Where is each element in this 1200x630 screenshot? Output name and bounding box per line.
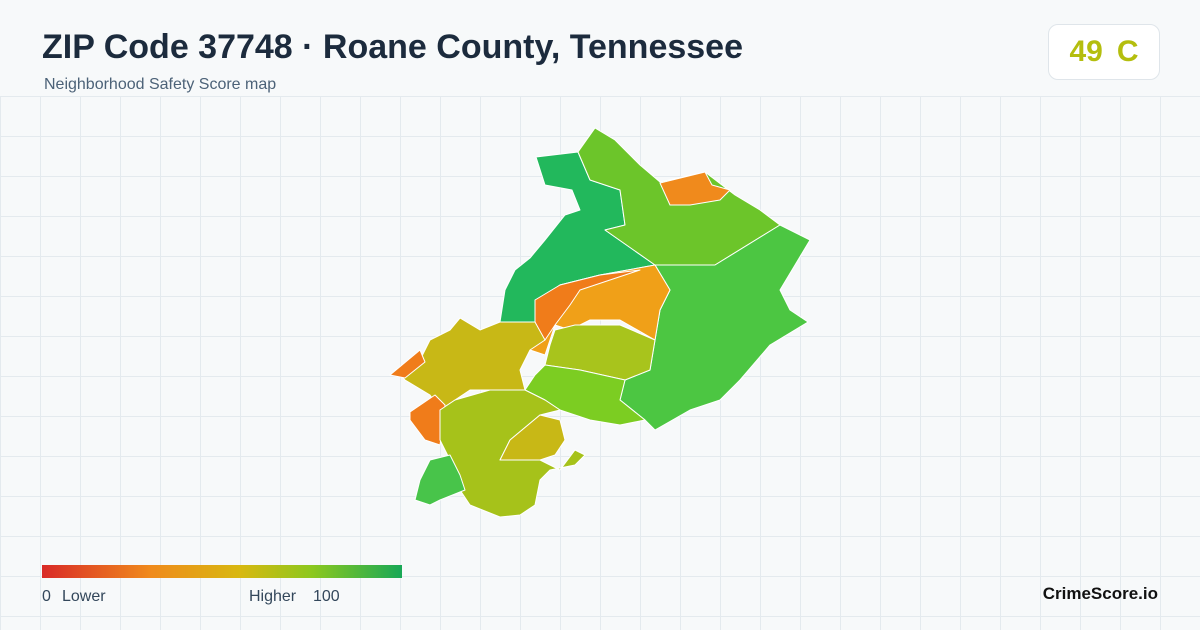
region	[659, 171, 731, 206]
score-value: 49	[1069, 35, 1103, 68]
region	[524, 364, 646, 426]
legend-min-label: Lower	[62, 588, 106, 605]
legend-max-label: Higher	[249, 588, 297, 605]
region	[544, 324, 656, 381]
score-badge: 49 C	[1048, 24, 1160, 80]
score-grade: C	[1116, 35, 1139, 68]
legend-gradient	[42, 565, 402, 578]
region	[389, 349, 426, 379]
title: ZIP Code 37748 · Roane County, Tennessee	[42, 28, 743, 66]
region	[409, 394, 446, 446]
legend-max: 100	[313, 588, 340, 605]
region	[414, 454, 466, 506]
brand: CrimeScore.io	[1042, 584, 1158, 603]
region	[499, 414, 566, 461]
header: ZIP Code 37748 · Roane County, Tennessee…	[0, 0, 1200, 96]
subtitle: Neighborhood Safety Score map	[44, 76, 277, 93]
legend-min: 0	[42, 588, 51, 605]
